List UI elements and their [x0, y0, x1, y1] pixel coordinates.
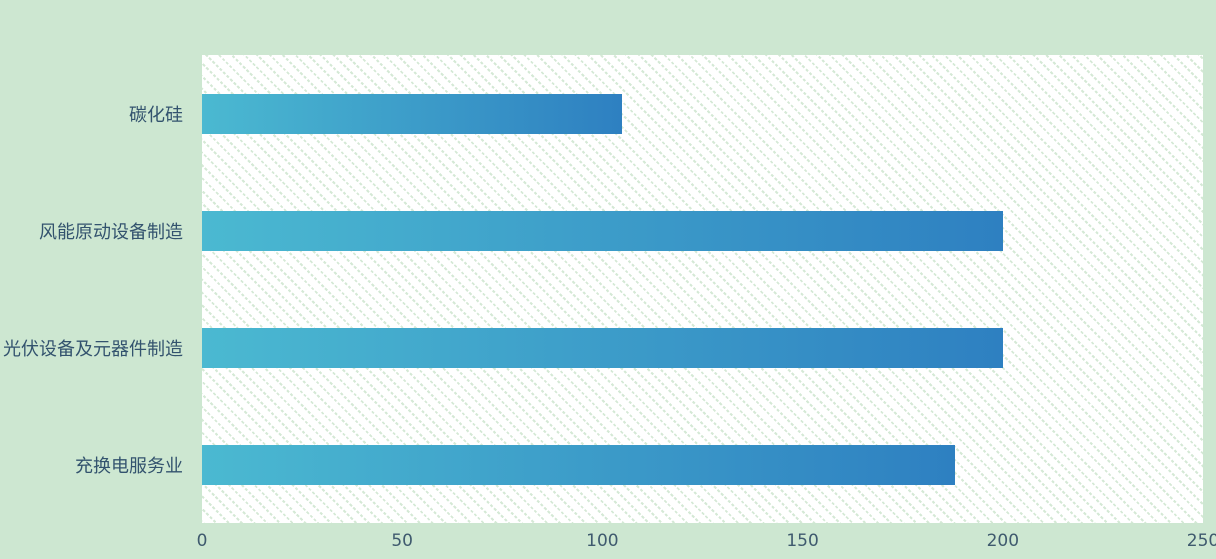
x-tick-label: 200	[986, 531, 1020, 551]
bar[interactable]	[202, 210, 1003, 251]
x-tick-label: 0	[196, 531, 208, 551]
plot-area	[202, 55, 1203, 523]
bar[interactable]	[202, 93, 622, 134]
x-tick-label: 50	[391, 531, 414, 551]
category-label: 充换电服务业	[75, 455, 183, 477]
category-label: 风能原动设备制造	[39, 221, 183, 243]
x-tick-label: 150	[786, 531, 819, 551]
x-tick-label: 250	[1186, 531, 1216, 551]
x-tick-label: 100	[586, 531, 619, 551]
category-label: 光伏设备及元器件制造	[3, 338, 183, 360]
bar[interactable]	[202, 327, 1003, 368]
bar[interactable]	[202, 444, 955, 485]
category-label: 碳化硅	[129, 104, 183, 126]
